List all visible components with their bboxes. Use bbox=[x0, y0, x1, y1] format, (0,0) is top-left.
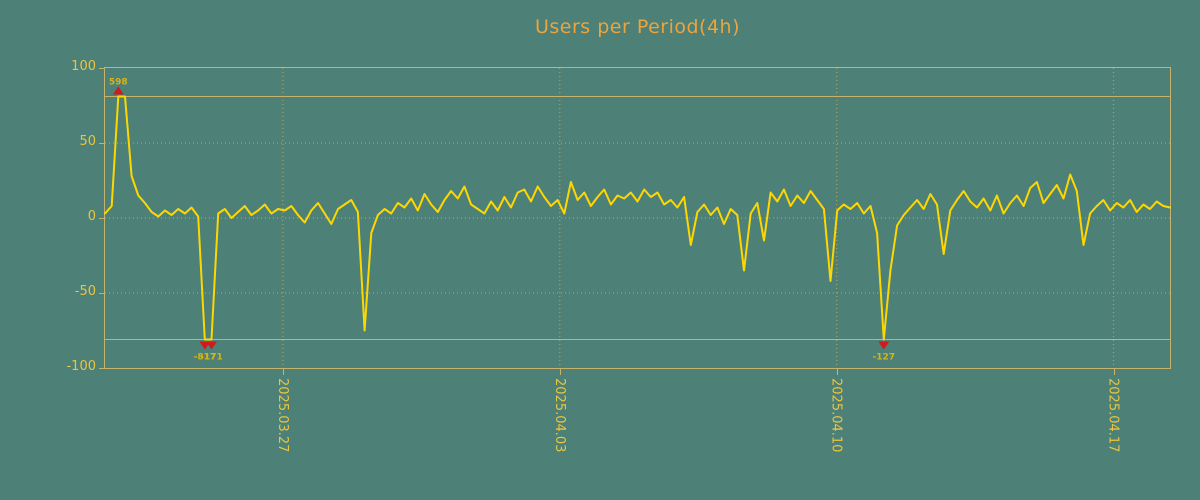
peak-value-label: -127 bbox=[873, 353, 896, 363]
y-tick-label: 50 bbox=[79, 134, 96, 149]
peak-marker-up-icon bbox=[112, 86, 124, 95]
peak-marker-down-icon bbox=[878, 341, 890, 350]
plot-svg: 598 -817-171 -127 bbox=[104, 68, 1171, 368]
x-tick-label: 2025.04.03 bbox=[551, 378, 567, 453]
y-tick-label: -50 bbox=[74, 284, 96, 299]
x-tick-mark bbox=[559, 369, 561, 375]
peak-value-label: -817 bbox=[194, 353, 217, 363]
x-tick-mark bbox=[1113, 369, 1115, 375]
x-tick-mark bbox=[836, 369, 838, 375]
peak-value-label: -171 bbox=[200, 353, 223, 363]
peak-marker-down-icon bbox=[206, 341, 217, 350]
chart-title: Users per Period(4h) bbox=[534, 16, 741, 38]
y-tick-label: -100 bbox=[66, 359, 96, 374]
x-tick-mark bbox=[282, 369, 284, 375]
y-tick-label: 100 bbox=[71, 59, 96, 74]
y-tick-label: 0 bbox=[87, 209, 96, 224]
x-tick-label: 2025.03.27 bbox=[274, 378, 290, 453]
x-tick-label: 2025.04.10 bbox=[828, 378, 844, 453]
peak-value-label: 598 bbox=[109, 78, 128, 88]
plot-area: 598 -817 -171 -127 bbox=[104, 67, 1171, 369]
series-line bbox=[104, 95, 1171, 341]
x-tick-label: 2025.04.17 bbox=[1105, 378, 1121, 453]
